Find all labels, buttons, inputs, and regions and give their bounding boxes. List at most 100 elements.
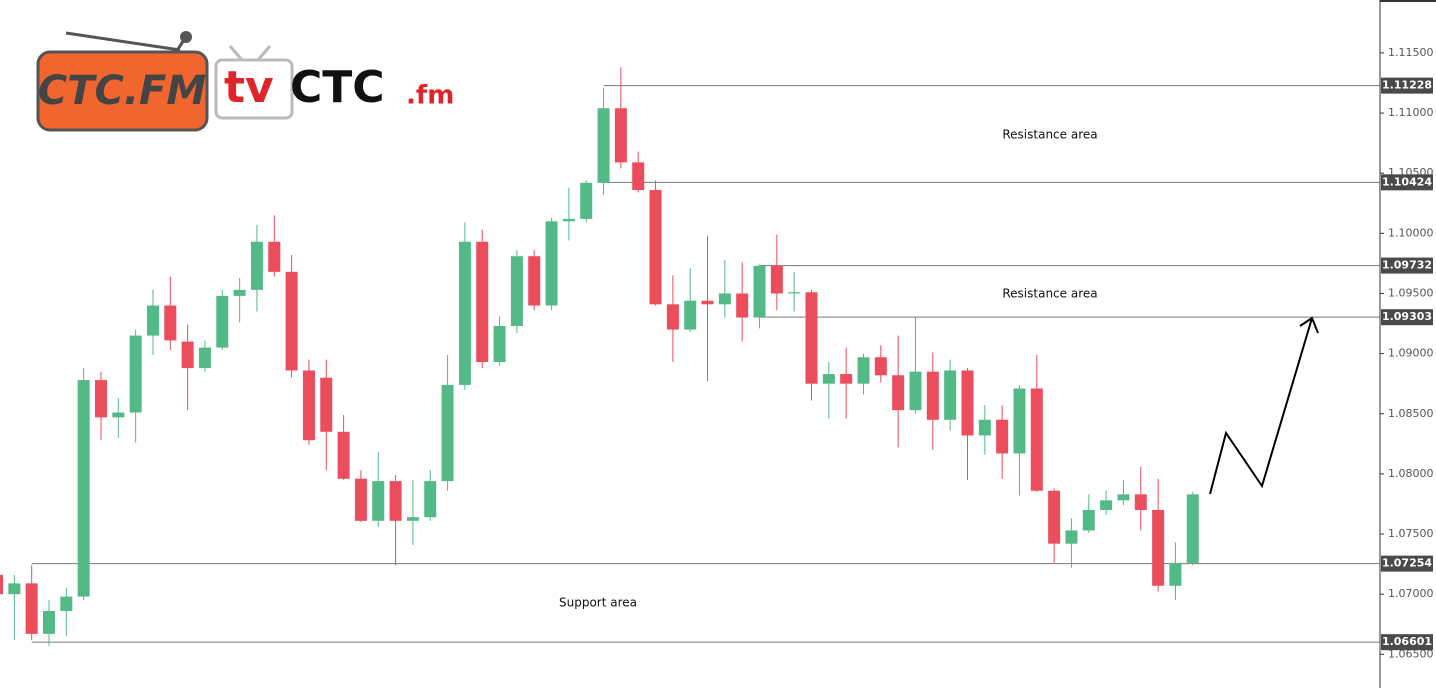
y-tick-label: 1.09000: [1388, 347, 1434, 360]
candle-body: [354, 478, 367, 521]
candle-body: [961, 370, 974, 436]
candle-body: [632, 162, 645, 191]
candle-body: [8, 583, 21, 595]
candle-body: [285, 271, 298, 371]
candle-body: [94, 380, 107, 418]
antenna: [174, 36, 188, 53]
logo-box: [214, 58, 294, 120]
candle-body: [736, 293, 749, 318]
candle-body: [528, 256, 541, 306]
candle-body: [892, 375, 905, 411]
level-label-box: [1381, 634, 1433, 651]
candle-body: [996, 419, 1009, 454]
candle-body: [1100, 500, 1113, 510]
annotation: Resistance area: [1002, 128, 1097, 142]
candle-body: [597, 108, 610, 183]
candle-body: [1030, 388, 1043, 491]
candle-body: [406, 517, 419, 521]
candle-body: [580, 182, 593, 219]
candle-body: [788, 292, 801, 294]
y-tick-label: 1.10000: [1388, 226, 1434, 239]
candle-body: [250, 241, 263, 290]
candle-body: [372, 481, 385, 521]
candle-body: [476, 241, 489, 363]
candle-body: [458, 241, 471, 385]
logo-ctc: CTC: [290, 62, 385, 113]
candle-body: [60, 596, 73, 612]
candle-body: [441, 384, 454, 482]
candle-body: [562, 218, 575, 222]
y-tick-label: 1.11000: [1388, 106, 1434, 119]
candle-body: [684, 300, 697, 330]
logo-tv: tv: [224, 62, 274, 113]
candle-body: [1117, 494, 1130, 501]
y-tick-label: 1.09500: [1388, 286, 1434, 299]
level-label: 1.09303: [1382, 310, 1432, 323]
candle-body: [389, 481, 402, 521]
candle-body: [0, 574, 3, 595]
candle-body: [1152, 509, 1165, 586]
arrow-head: [1299, 316, 1319, 334]
candle-body: [112, 412, 125, 418]
level-label: 1.10424: [1382, 175, 1432, 188]
candle-body: [42, 611, 55, 634]
candle-body: [944, 370, 957, 420]
candle-body: [337, 431, 350, 479]
candle-body: [1186, 494, 1199, 563]
level-label: 1.07254: [1382, 557, 1432, 570]
candle-body: [1169, 562, 1182, 586]
candle-body: [146, 305, 159, 336]
candle-body: [424, 481, 437, 518]
annotation: Support area: [559, 596, 637, 610]
annotation: Resistance area: [1002, 287, 1097, 301]
candle-body: [753, 265, 766, 318]
level-label-box: [1381, 555, 1433, 572]
candle-body: [493, 325, 506, 363]
candle-body: [1134, 494, 1147, 510]
candle-body: [614, 108, 627, 163]
candle-body: [77, 380, 90, 597]
antenna: [256, 45, 272, 61]
candle-body: [545, 221, 558, 306]
level-label-box: [1381, 257, 1433, 274]
candle-body: [164, 305, 177, 341]
y-tick-label: 1.08000: [1388, 467, 1434, 480]
candle-body: [666, 304, 679, 330]
candle-body: [718, 293, 731, 305]
level-label: 1.06601: [1382, 635, 1432, 648]
candle-body: [1013, 388, 1026, 454]
candle-body: [510, 256, 523, 326]
candle-body: [1048, 490, 1061, 544]
logo-text: CTC.FM: [38, 68, 206, 114]
level-label: 1.09732: [1382, 259, 1432, 272]
candle-body: [302, 370, 315, 441]
candle-body: [926, 371, 939, 420]
candle-body: [268, 241, 281, 272]
plot-area: 1.06500 1.07000 1.07500 1.08000 1.08500 1.090…: [0, 46, 1434, 660]
level-label-box: [1381, 309, 1433, 326]
candle-body: [1082, 509, 1095, 531]
candle-body: [822, 374, 835, 384]
candle-body: [129, 335, 142, 413]
candle-body: [701, 300, 714, 305]
level-label-box: [1381, 174, 1433, 191]
candle-body: [805, 292, 818, 384]
candle-body: [198, 347, 211, 369]
antenna: [228, 45, 244, 61]
candle-body: [978, 419, 991, 436]
candle-body: [320, 377, 333, 432]
candle-body: [649, 190, 662, 305]
logo-ctc: CTC.FM: [36, 31, 209, 132]
candle-body: [909, 371, 922, 411]
candle-body: [25, 583, 38, 634]
y-tick-label: 1.07500: [1388, 527, 1434, 540]
logo-tvctc: tv CTC .fm: [214, 45, 454, 120]
y-tick-label: 1.08500: [1388, 407, 1434, 420]
projection-arrow: [1209, 317, 1313, 495]
candle-body: [181, 341, 194, 369]
candle-body: [1065, 530, 1078, 544]
logo-box: [36, 50, 209, 132]
logo-fm: .fm: [406, 81, 454, 111]
